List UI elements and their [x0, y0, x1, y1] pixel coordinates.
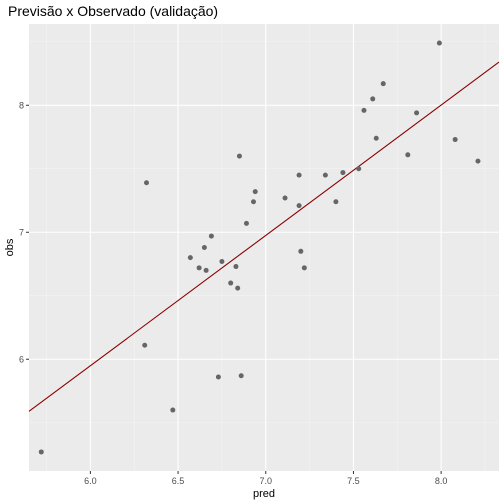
- data-point: [361, 107, 367, 113]
- data-point: [228, 280, 234, 286]
- data-point: [38, 449, 44, 455]
- data-point: [380, 81, 386, 87]
- x-tick-label: 7.0: [259, 476, 272, 486]
- data-point: [233, 264, 239, 270]
- x-tick-label: 7.5: [347, 476, 360, 486]
- y-tick-label: 7: [19, 227, 24, 237]
- minor-gridlines: [29, 24, 499, 471]
- x-tick-label: 8.0: [435, 476, 448, 486]
- data-point: [298, 248, 304, 254]
- y-axis: 6 7 8: [19, 100, 29, 364]
- data-point: [203, 267, 209, 273]
- data-point: [187, 255, 193, 261]
- data-point: [340, 170, 346, 176]
- x-axis: 6.0 6.5 7.0 7.5 8.0: [84, 471, 447, 486]
- data-point: [243, 220, 249, 226]
- data-point: [370, 96, 376, 102]
- data-point: [296, 172, 302, 178]
- data-point: [333, 199, 339, 205]
- data-point: [235, 285, 241, 291]
- data-point: [208, 233, 214, 239]
- data-point: [252, 189, 258, 195]
- chart-title: Previsão x Observado (validação): [8, 3, 218, 19]
- data-point: [296, 203, 302, 209]
- data-point: [201, 245, 207, 250]
- data-point: [282, 195, 288, 201]
- data-point: [436, 40, 442, 46]
- data-point: [373, 135, 379, 141]
- data-point: [144, 180, 149, 186]
- data-point: [452, 137, 458, 143]
- y-tick-label: 6: [19, 354, 24, 364]
- data-point: [219, 258, 225, 264]
- data-point: [475, 158, 481, 164]
- data-point: [356, 166, 362, 172]
- plot-panel: [29, 24, 499, 471]
- reference-line: [28, 61, 500, 412]
- data-point: [142, 342, 148, 348]
- data-point: [301, 265, 307, 271]
- reference-line-layer: [28, 61, 500, 412]
- data-point: [414, 110, 420, 116]
- data-point: [236, 153, 242, 159]
- x-tick-label: 6.0: [84, 476, 97, 486]
- data-point: [405, 152, 411, 158]
- data-point: [215, 374, 221, 380]
- data-point: [250, 199, 256, 205]
- x-axis-title: pred: [253, 488, 275, 500]
- major-gridlines: [29, 24, 499, 471]
- data-point: [170, 407, 176, 413]
- y-axis-title: obs: [4, 238, 16, 256]
- x-tick-label: 6.5: [172, 476, 185, 486]
- y-tick-label: 8: [19, 100, 24, 110]
- data-point: [322, 172, 328, 178]
- data-point: [238, 373, 244, 379]
- points-layer: [38, 40, 481, 455]
- data-point: [196, 265, 202, 271]
